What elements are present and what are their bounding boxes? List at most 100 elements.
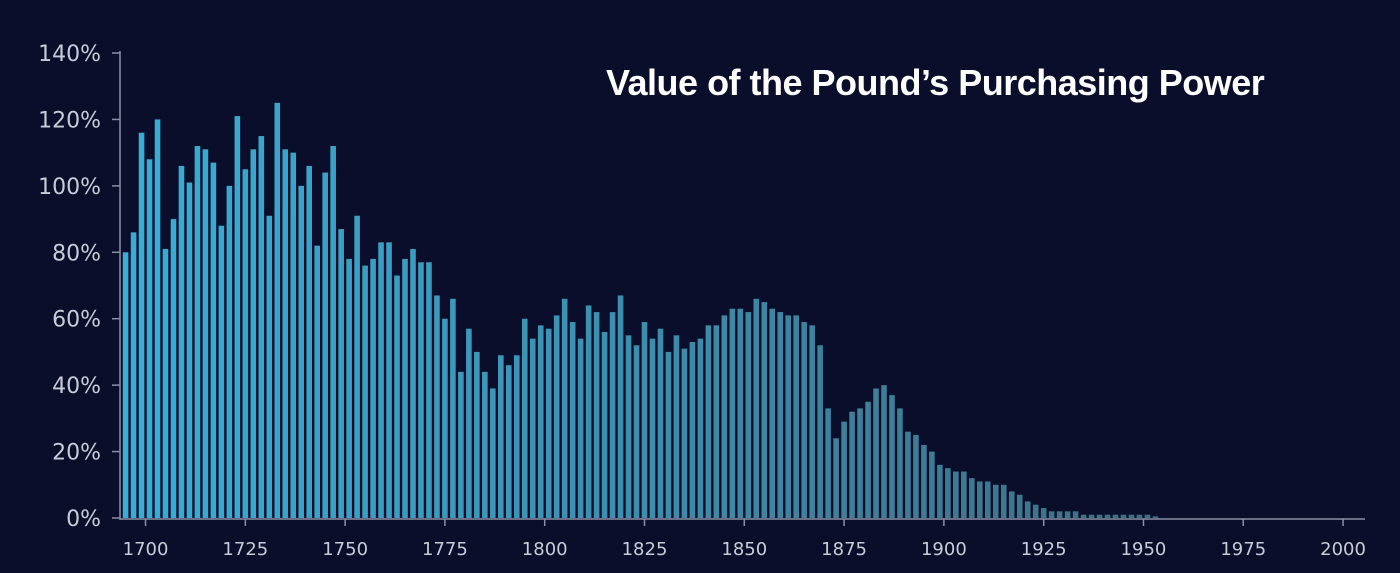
bars	[122, 102, 1159, 519]
x-tick: 1875	[821, 519, 867, 560]
bar	[633, 345, 640, 518]
bar	[721, 315, 728, 518]
bar	[849, 411, 855, 518]
x-tick: 1850	[721, 519, 767, 560]
x-tick-label: 1775	[422, 539, 468, 560]
bar	[218, 225, 225, 518]
bar	[921, 444, 927, 518]
bar	[202, 149, 209, 518]
x-tick-label: 1800	[522, 539, 568, 560]
bar	[338, 229, 344, 519]
bar	[498, 355, 504, 518]
bar	[258, 136, 265, 519]
bar	[657, 328, 664, 518]
bar	[809, 325, 815, 518]
bar	[210, 162, 217, 519]
bar	[569, 322, 576, 518]
y-tick: 100%	[38, 175, 120, 200]
bar	[505, 365, 512, 518]
y-tick-label: 80%	[52, 241, 101, 266]
bar	[186, 182, 193, 519]
bar	[154, 119, 161, 519]
bar	[1088, 514, 1095, 518]
bar	[418, 262, 424, 518]
y-tick-label: 100%	[38, 175, 101, 200]
bar	[274, 102, 281, 518]
bar	[897, 408, 903, 518]
y-tick-label: 40%	[52, 374, 101, 399]
bar	[234, 116, 241, 519]
x-tick-label: 1975	[1220, 539, 1266, 560]
y-axis: 0% 20% 40% 60% 80% 100% 120% 140%	[38, 42, 121, 532]
bar	[378, 242, 384, 518]
bar	[266, 215, 273, 518]
bar	[242, 169, 249, 518]
bar	[282, 149, 289, 518]
x-tick: 2000	[1320, 519, 1366, 560]
x-tick-label: 2000	[1320, 539, 1366, 560]
x-tick: 1975	[1220, 519, 1266, 560]
bar	[298, 185, 305, 519]
y-tick: 120%	[38, 108, 120, 133]
bar	[458, 371, 464, 518]
bar	[370, 258, 376, 518]
bar	[122, 252, 129, 519]
bar	[466, 328, 472, 518]
x-tick: 1900	[921, 519, 967, 560]
bar	[577, 338, 584, 518]
x-tick-label: 1825	[622, 539, 668, 560]
y-tick: 140%	[38, 42, 120, 67]
x-tick: 1700	[123, 519, 168, 560]
bar	[929, 451, 935, 518]
bar	[825, 408, 831, 518]
y-tick-label: 140%	[38, 42, 101, 67]
bar	[442, 318, 448, 518]
bar	[410, 248, 416, 518]
bar	[889, 395, 895, 518]
bar	[306, 165, 312, 518]
bar	[482, 371, 488, 518]
x-tick-label: 1725	[222, 539, 268, 560]
bar	[178, 165, 185, 518]
bar	[1040, 508, 1047, 518]
bar	[474, 351, 480, 518]
y-tick-label: 120%	[38, 108, 101, 133]
y-tick-label: 60%	[52, 308, 101, 333]
bar	[330, 146, 336, 518]
bar	[250, 149, 257, 518]
x-tick: 1725	[222, 519, 268, 560]
bar	[290, 152, 297, 518]
bar	[346, 258, 352, 518]
bar	[801, 322, 807, 518]
bar	[977, 481, 983, 518]
bar	[162, 248, 169, 518]
bar	[913, 434, 919, 518]
bar	[138, 132, 145, 518]
y-tick: 40%	[52, 374, 120, 399]
x-tick-label: 1750	[322, 539, 368, 560]
x-tick: 1800	[522, 519, 568, 560]
bar	[601, 332, 608, 518]
bar	[857, 408, 863, 518]
bar	[194, 146, 201, 518]
bar	[521, 318, 528, 518]
bar	[665, 351, 672, 518]
bar	[745, 312, 752, 518]
y-tick: 60%	[52, 308, 120, 333]
bar	[841, 421, 847, 518]
bar	[1152, 516, 1159, 518]
x-tick-label: 1950	[1121, 539, 1167, 560]
bar	[1024, 501, 1031, 518]
bar	[226, 185, 233, 519]
bar	[529, 338, 536, 518]
bar	[969, 478, 975, 518]
bar	[1112, 514, 1119, 518]
bar	[992, 484, 999, 518]
bar	[984, 481, 991, 518]
y-tick-label: 20%	[52, 441, 101, 466]
bar	[561, 298, 568, 518]
bar	[881, 385, 887, 518]
bar	[1032, 504, 1039, 518]
bar	[1120, 514, 1127, 518]
bar	[426, 262, 432, 518]
